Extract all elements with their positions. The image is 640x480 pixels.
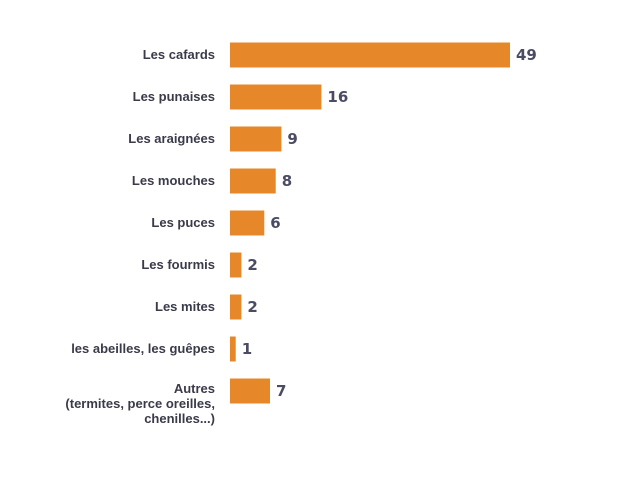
value-label: 1: [242, 340, 252, 358]
value-label: 16: [327, 88, 348, 106]
bar: [230, 210, 265, 236]
category-label: Les mites: [155, 299, 215, 314]
category-label: Les punaises: [133, 89, 215, 104]
value-label: 49: [516, 46, 537, 64]
bar: [230, 126, 282, 152]
bar: [230, 168, 276, 194]
bar: [230, 42, 510, 68]
value-label: 2: [247, 256, 257, 274]
bar: [230, 336, 236, 362]
category-label: Les mouches: [132, 173, 215, 188]
value-label: 2: [247, 298, 257, 316]
category-label: Autres (termites, perce oreilles, chenille…: [65, 381, 215, 426]
category-label: Les cafards: [143, 47, 215, 62]
bar: [230, 84, 322, 110]
value-label: 7: [276, 382, 286, 400]
value-label: 6: [270, 214, 280, 232]
category-label: Les puces: [151, 215, 215, 230]
category-label: Les araignées: [128, 131, 215, 146]
value-label: 8: [282, 172, 292, 190]
bar: [230, 252, 242, 278]
bar: [230, 294, 242, 320]
value-label: 9: [287, 130, 297, 148]
category-label: les abeilles, les guêpes: [71, 341, 215, 356]
category-label: Les fourmis: [141, 257, 215, 272]
bar: [230, 378, 270, 404]
